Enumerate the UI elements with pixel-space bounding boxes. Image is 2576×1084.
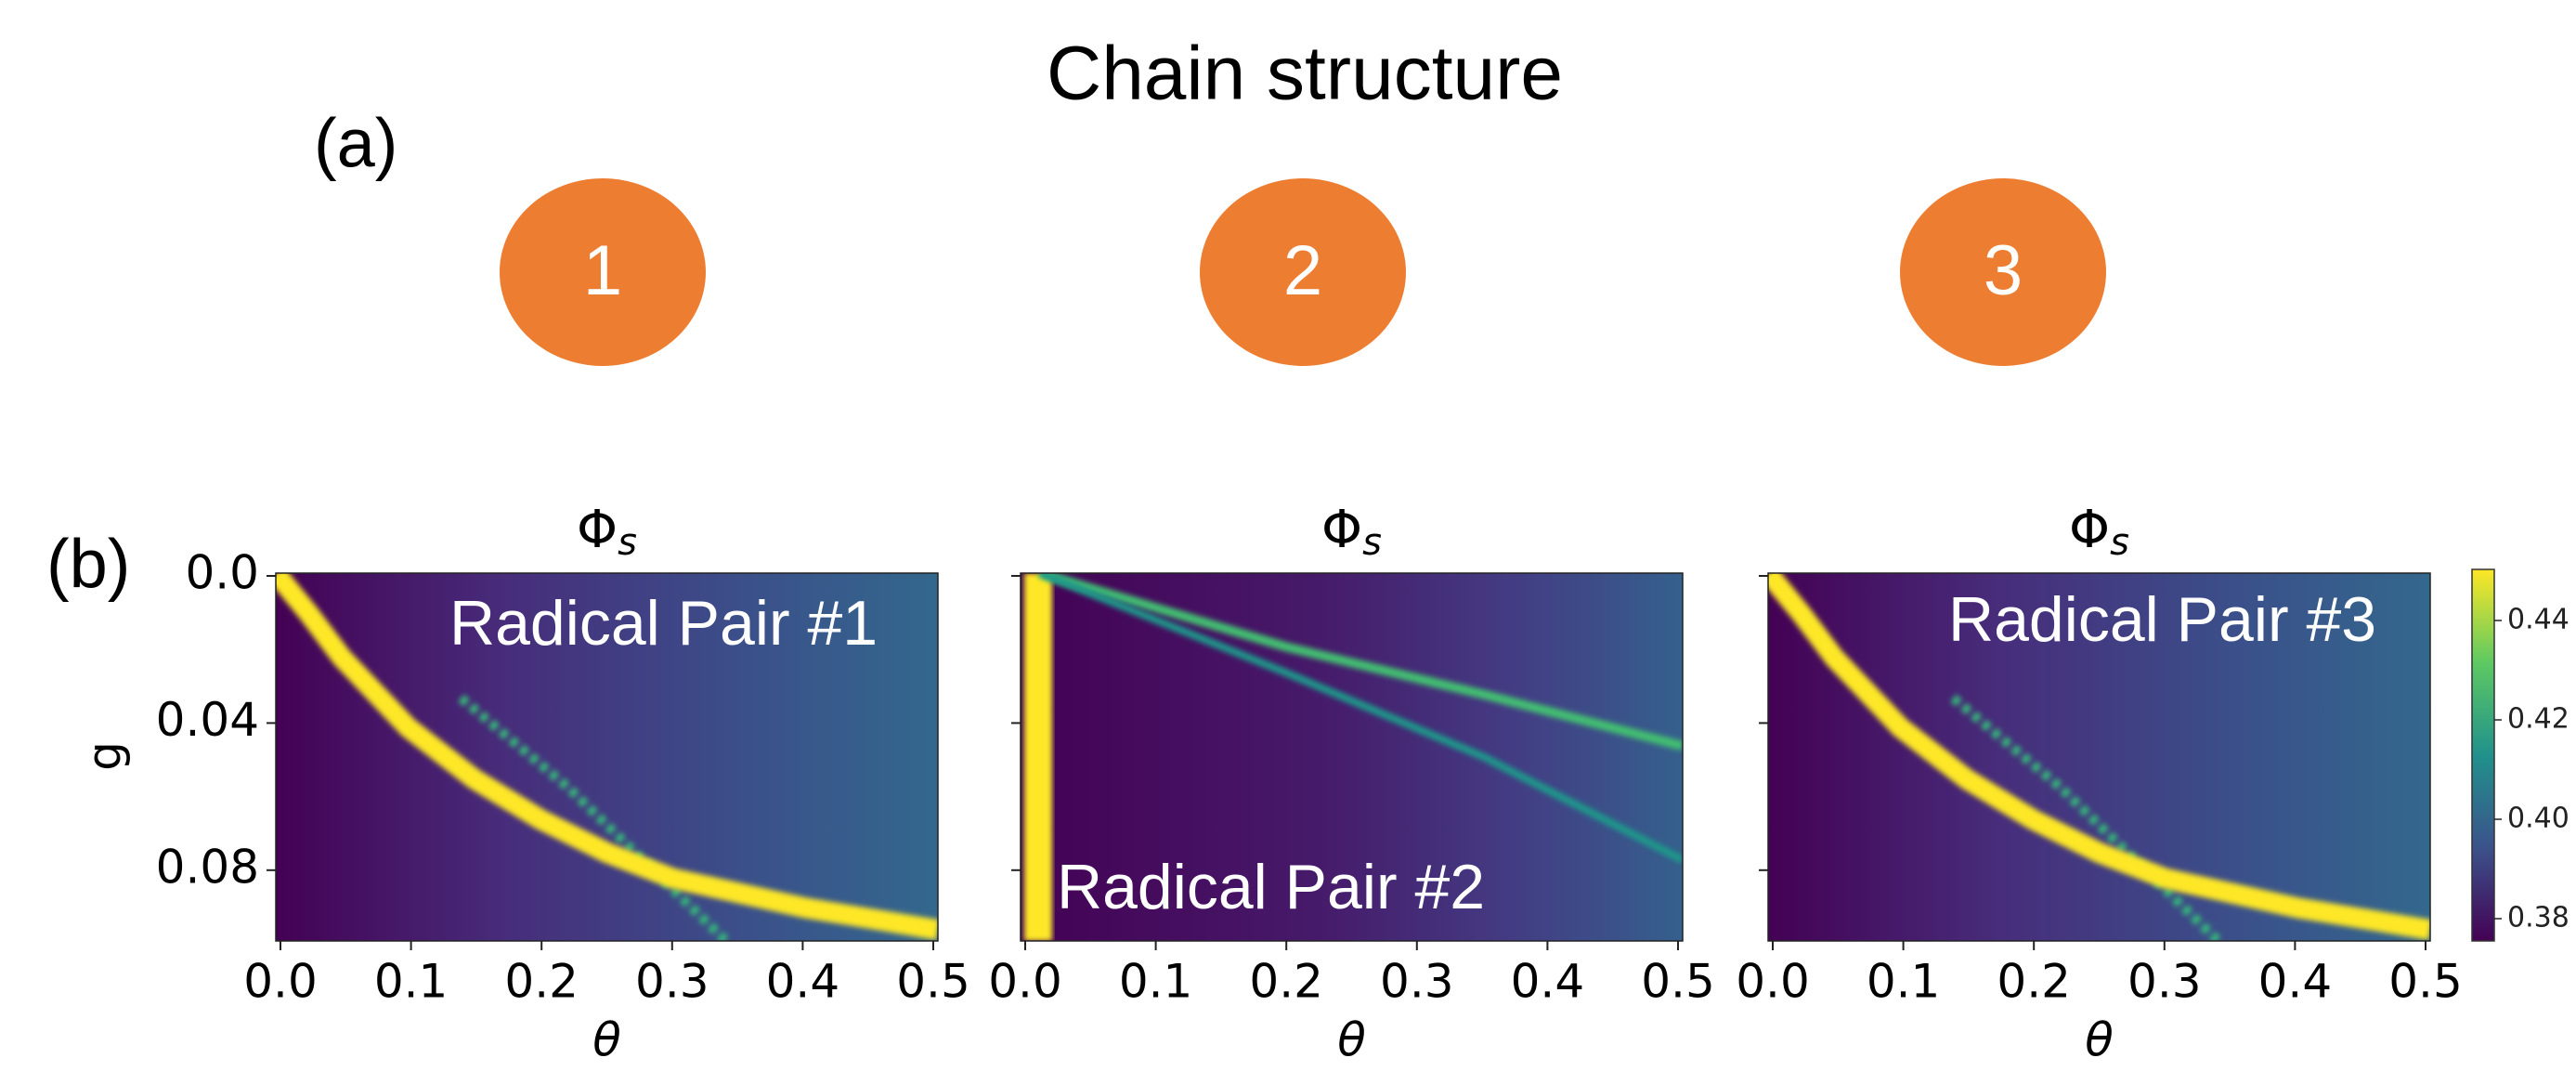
title-symbol: Φ [2069, 500, 2110, 560]
feature [1950, 694, 2222, 941]
annotation: Radical Pair #3 [1948, 584, 2376, 655]
x-tick-label: 0.4 [766, 955, 840, 1009]
x-tick-label: 0.2 [1997, 955, 2071, 1009]
title-symbol: Φ [1321, 500, 1362, 560]
title-subscript: s [1362, 521, 1382, 564]
colorbar [2471, 568, 2495, 942]
node [1200, 178, 1406, 366]
feature [276, 573, 938, 940]
x-axis-label: θ [592, 1013, 621, 1067]
panel-label: (a) [314, 105, 397, 182]
node-label: 2 [1283, 231, 1322, 310]
plot-title: Φs [2069, 500, 2129, 564]
annotation: Radical Pair #2 [1057, 852, 1485, 922]
plot-title: Φs [577, 500, 637, 564]
x-tick-label: 0.3 [635, 955, 709, 1009]
x-axis-label: θ [2085, 1013, 2114, 1067]
feature [1768, 573, 2430, 940]
title-symbol: Φ [577, 500, 618, 560]
x-tick-label: 0.1 [374, 955, 449, 1009]
x-tick-label: 0.5 [2388, 955, 2463, 1009]
y-tick-label: 0.04 [156, 693, 259, 747]
figure-title: Chain structure [1047, 32, 1563, 116]
x-tick-label: 0.3 [2127, 955, 2202, 1009]
node [500, 178, 706, 366]
plot-title: Φs [1321, 500, 1382, 564]
x-tick-label: 0.4 [1511, 955, 1585, 1009]
colorbar-tick-label: 0.44 [2507, 604, 2569, 636]
heatmap-features [1024, 573, 1683, 941]
title-subscript: s [618, 521, 637, 564]
plot-frame [275, 572, 939, 942]
x-tick-label: 0.0 [1736, 955, 1810, 1009]
feature [1038, 573, 1683, 864]
x-tick-label: 0.2 [504, 955, 579, 1009]
x-tick-label: 0.1 [1119, 955, 1193, 1009]
x-axis-label: θ [1337, 1013, 1366, 1067]
annotation: Radical Pair #1 [449, 588, 878, 659]
x-tick-label: 0.5 [896, 955, 970, 1009]
colorbar-tick-label: 0.40 [2507, 803, 2569, 835]
feature [458, 694, 730, 941]
node-label: 3 [1984, 231, 2023, 310]
feature [1024, 573, 1052, 941]
plot-frame [1020, 572, 1684, 942]
y-tick-label: 0.0 [185, 546, 259, 600]
x-tick-label: 0.1 [1867, 955, 1941, 1009]
colorbar-tick-label: 0.42 [2507, 703, 2569, 736]
y-axis-label: g [78, 741, 132, 771]
heatmap [1768, 573, 2430, 941]
x-tick-label: 0.4 [2258, 955, 2333, 1009]
x-tick-label: 0.2 [1249, 955, 1323, 1009]
heatmap [1021, 573, 1683, 941]
x-tick-label: 0.3 [1380, 955, 1454, 1009]
x-tick-label: 0.0 [988, 955, 1062, 1009]
panel-label: (b) [46, 526, 130, 603]
title-subscript: s [2110, 521, 2129, 564]
feature [1038, 573, 1683, 751]
colorbar-tick-label: 0.38 [2507, 902, 2569, 934]
heatmap-features [276, 573, 938, 941]
x-tick-label: 0.0 [243, 955, 318, 1009]
node [1900, 178, 2106, 366]
heatmap-features [1768, 573, 2430, 941]
node-label: 1 [583, 231, 622, 310]
y-tick-label: 0.08 [156, 840, 259, 894]
x-tick-label: 0.5 [1641, 955, 1715, 1009]
plot-frame [1767, 572, 2431, 942]
heatmap [276, 573, 938, 941]
